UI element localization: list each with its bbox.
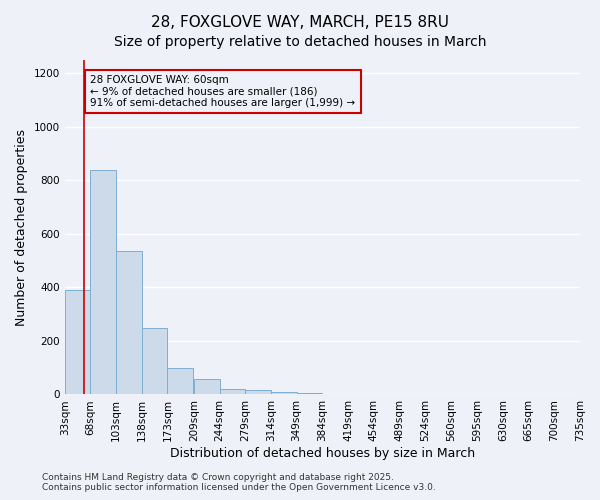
Bar (91, 170, 116, 394)
X-axis label: Distribution of detached houses by size in March: Distribution of detached houses by size … (170, 447, 475, 460)
Text: 28 FOXGLOVE WAY: 60sqm
← 9% of detached houses are smaller (186)
91% of semi-det: 28 FOXGLOVE WAY: 60sqm ← 9% of detached … (91, 74, 355, 108)
Bar (65, 290, 91, 395)
Bar (220, 389, 245, 394)
Y-axis label: Number of detached properties: Number of detached properties (15, 128, 28, 326)
Bar (116, 252, 142, 394)
Bar (296, 393, 322, 394)
Text: 28, FOXGLOVE WAY, MARCH, PE15 8RU: 28, FOXGLOVE WAY, MARCH, PE15 8RU (151, 15, 449, 30)
Bar (245, 390, 271, 394)
Text: Size of property relative to detached houses in March: Size of property relative to detached ho… (114, 35, 486, 49)
Bar (142, 328, 167, 394)
Text: Contains HM Land Registry data © Crown copyright and database right 2025.
Contai: Contains HM Land Registry data © Crown c… (42, 473, 436, 492)
Bar (194, 379, 220, 394)
Bar (167, 368, 193, 394)
Bar (271, 392, 296, 394)
